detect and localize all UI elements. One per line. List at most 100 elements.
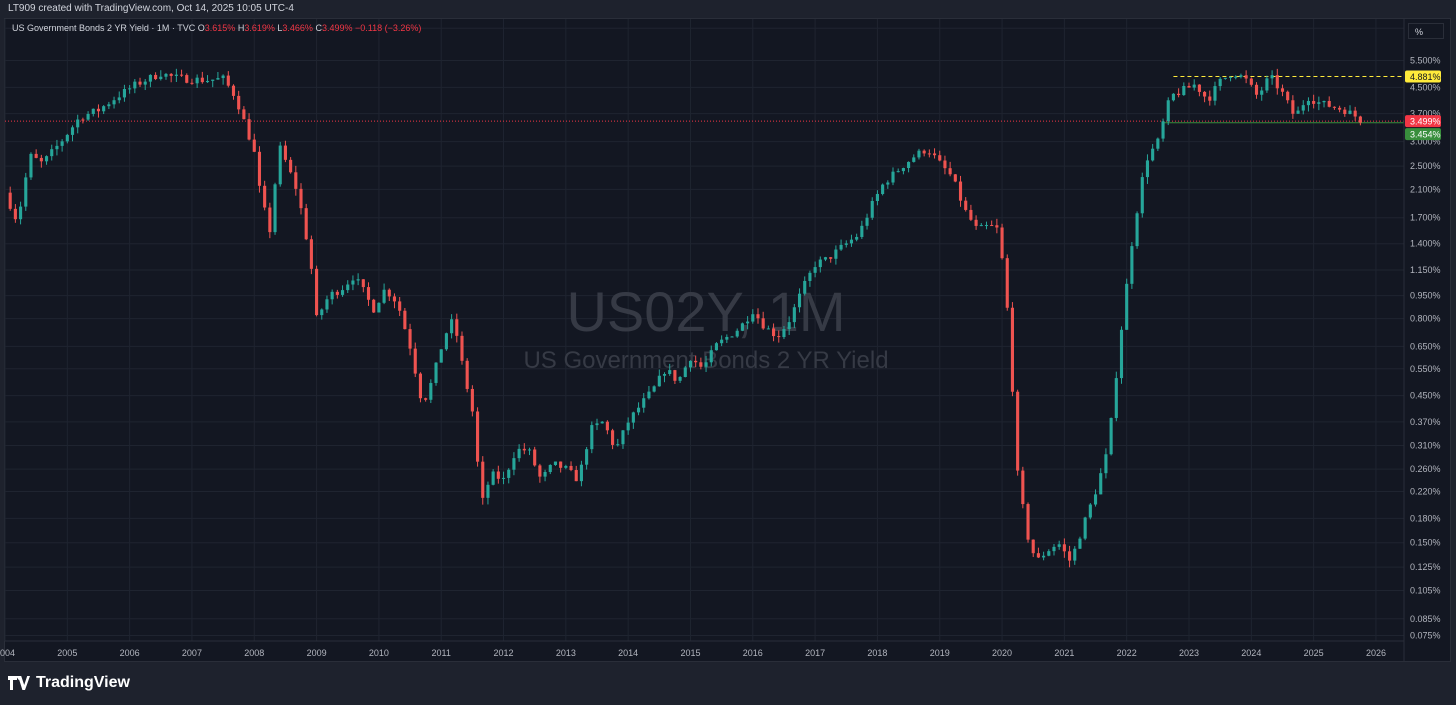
down-candle [1026,502,1030,543]
time-tick-label: 2018 [867,648,887,658]
time-tick-label: 2010 [369,648,389,658]
up-candle [148,74,152,88]
candle-body [813,267,817,273]
down-candle [761,311,765,330]
time-axis[interactable]: 2004 2005 2006 2007 2008 2009 2010 2011 2012 2013… [0,648,1386,658]
candle-body [678,377,682,381]
candle-body [1270,75,1274,79]
down-candle [559,461,563,473]
up-candle [1109,417,1113,456]
candle-body [1145,160,1150,178]
up-candle [117,91,121,104]
up-candle [70,125,75,142]
price-axis[interactable]: 7.000%5.500%4.500%3.700%3.000%2.500%2.10… [1410,23,1441,640]
up-candle [1099,468,1103,495]
down-candle [1036,547,1040,559]
up-candle [642,393,646,413]
candle-body [818,259,822,268]
down-candle [252,133,256,153]
down-candle [180,69,184,77]
candle-body [408,329,412,349]
candle-body [709,350,713,363]
price-tick-label: 0.260% [1410,464,1441,474]
time-tick-label: 2004 [0,648,15,658]
up-candle [631,411,635,429]
up-candle [65,133,69,144]
up-candle [792,303,796,329]
candle-body [1088,504,1092,518]
down-candle [387,288,391,302]
candle-body [1047,551,1051,556]
down-candle [392,293,397,309]
candle-body [169,73,173,76]
up-candle [1171,93,1175,102]
up-candle [340,285,345,297]
down-candle [268,202,272,239]
down-candle [1244,70,1248,84]
up-candle [501,471,506,485]
up-candle [891,167,895,186]
up-candle [205,75,210,83]
down-candle [574,465,578,482]
candle-body [907,161,911,169]
up-candle [984,221,989,230]
up-candle [164,72,168,80]
down-candle [247,113,251,141]
candle-body [600,421,604,424]
candle-body [351,280,355,285]
candle-body [1151,148,1155,161]
down-candle [1249,77,1253,87]
low-label: L [277,23,283,33]
candle-body [1218,78,1222,87]
chart-frame[interactable] [4,18,1451,662]
candle-body [881,184,885,194]
candle-body [917,150,921,158]
candle-body [195,77,199,84]
down-candle [408,323,412,356]
candle-body [60,141,64,146]
open-label: O [197,23,205,33]
up-candle [122,84,126,102]
price-tick-label: 0.370% [1410,417,1441,427]
candle-body [1254,84,1259,95]
down-candle [969,204,973,222]
up-candle [797,288,802,313]
candle-body [553,461,558,465]
candle-body [1223,77,1227,79]
down-candle [1275,68,1279,95]
candle-body [1171,93,1175,101]
percent-scale-button[interactable]: % [1408,23,1444,39]
candle-body [823,257,828,260]
candle-body [611,430,615,445]
candle-body [1265,78,1269,91]
price-label-tag: 3.454% [1405,128,1441,141]
down-candle [1016,389,1020,476]
candle-body [403,310,407,330]
candle-body [886,182,890,185]
down-candle [673,369,677,384]
up-candle [881,183,885,196]
up-candle [855,233,859,242]
candle-body [1093,494,1098,505]
candle-body [8,192,12,209]
candle-body [870,200,874,218]
up-candle [1166,97,1170,126]
up-candle [1104,448,1108,479]
up-candle [1213,81,1217,106]
candle-body [1260,90,1264,95]
up-candle [444,332,448,351]
tradingview-logo[interactable]: TradingView [8,674,130,692]
up-candle [652,385,656,393]
candle-body [647,391,651,399]
up-candle [1218,77,1222,91]
down-candle [1358,115,1362,126]
candle-body [476,411,480,462]
up-candle [439,349,443,363]
candle-body [486,484,490,498]
up-candle [782,325,786,340]
candle-body [849,239,854,244]
candle-body [325,299,329,310]
candle-body [922,150,926,154]
candle-body [792,307,796,323]
